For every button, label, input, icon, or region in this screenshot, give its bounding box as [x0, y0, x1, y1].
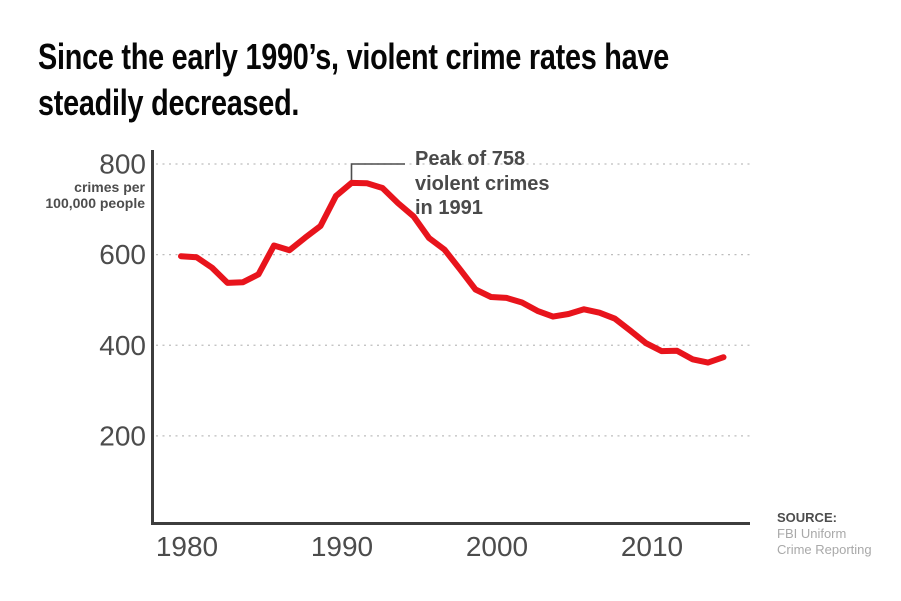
source-note: SOURCE: FBI Uniform Crime Reporting [777, 510, 872, 558]
y-tick-200: 200 [99, 420, 146, 451]
y-axis-unit-label: crimes per 100,000 people [45, 179, 145, 211]
peak-annotation-text: Peak of 758 violent crimes in 1991 [415, 148, 550, 219]
x-tick-2000: 2000 [466, 531, 528, 562]
chart-title: Since the early 1990’s, violent crime ra… [38, 34, 669, 126]
x-axis-tick-labels: 1980 1990 2000 2010 [156, 531, 683, 562]
gridlines [156, 163, 752, 437]
y-tick-400: 400 [99, 330, 146, 361]
x-tick-1990: 1990 [311, 531, 373, 562]
violent-crime-rate-line [178, 179, 727, 366]
source-text: FBI Uniform Crime Reporting [777, 526, 872, 557]
annotation-connector-line [350, 163, 405, 182]
y-tick-600: 600 [99, 239, 146, 270]
y-axis-tick-labels: 200 400 600 800 [99, 149, 146, 452]
source-label: SOURCE: [777, 510, 837, 525]
y-tick-800: 800 [99, 149, 146, 180]
x-tick-2010: 2010 [621, 531, 683, 562]
chart-title-line2: steadily decreased. [38, 82, 300, 123]
chart-title-line1: Since the early 1990’s, violent crime ra… [38, 36, 669, 77]
x-tick-1980: 1980 [156, 531, 218, 562]
